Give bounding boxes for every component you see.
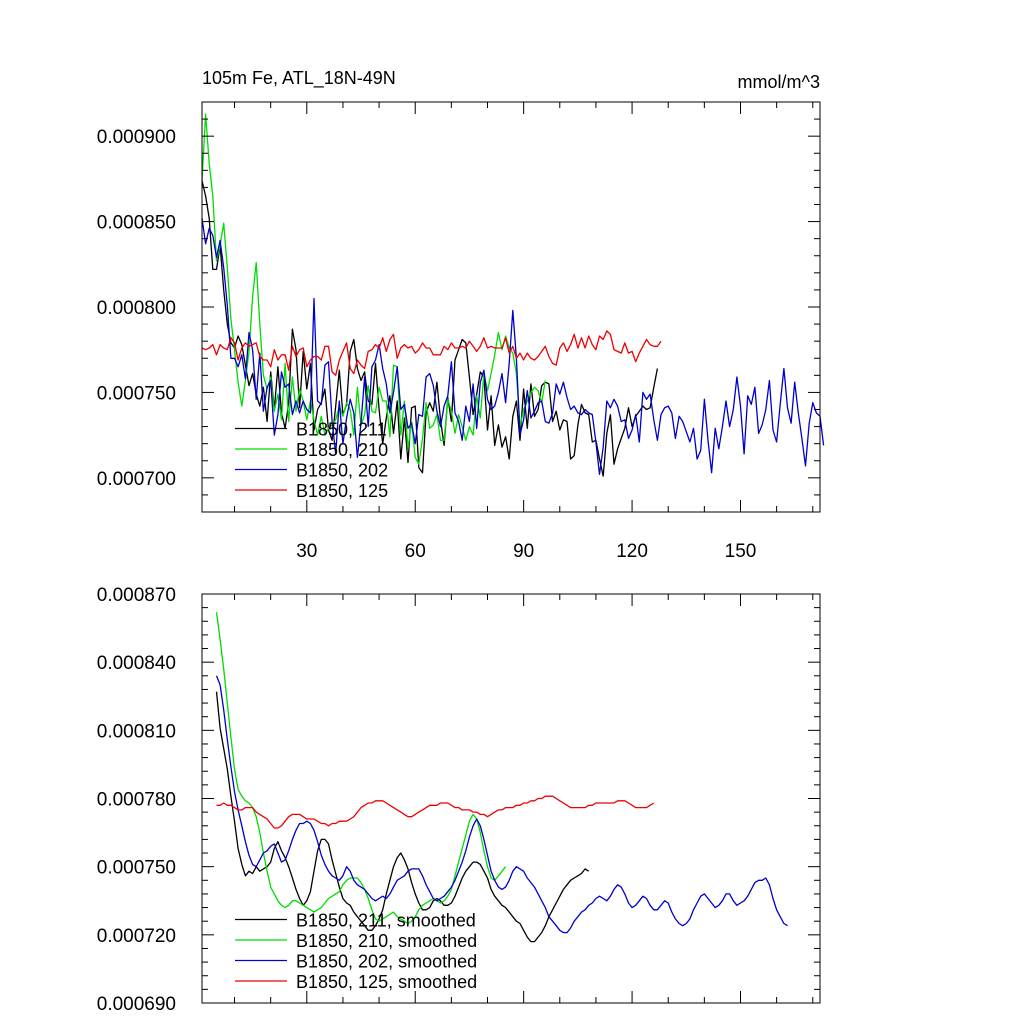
x-tick-label: 90 (513, 541, 534, 562)
y-tick-label: 0.000870 (97, 585, 176, 606)
y-tick-label: 0.000900 (97, 127, 176, 148)
series-line-4 (216, 795, 655, 829)
y-tick-label: 0.000690 (97, 994, 176, 1015)
legend-label: B1850, 202, smoothed (296, 952, 477, 972)
series-line-1 (215, 691, 590, 943)
y-tick-label: 0.000750 (97, 383, 176, 404)
series-line-1 (201, 180, 659, 477)
legend-label: B1850, 210, smoothed (296, 931, 477, 951)
series-line-2 (215, 612, 507, 925)
y-tick-label: 0.000780 (97, 790, 176, 811)
x-tick-label: 120 (616, 541, 648, 562)
y-tick-label: 0.000810 (97, 721, 176, 742)
series-line-2 (201, 113, 546, 465)
y-tick-label: 0.000800 (97, 298, 176, 319)
legend-label: B1850, 211, smoothed (296, 911, 476, 931)
panel-1: 0.000700 0.000750 0.000800 0.000850 0.000900… (97, 68, 825, 562)
plot-frame (201, 593, 821, 1004)
legend-label: B1850, 210 (296, 440, 388, 460)
series-line-3 (215, 675, 788, 934)
x-tick-label: 30 (296, 541, 317, 562)
series-line-3 (201, 218, 825, 476)
y-tick-label: 0.000700 (97, 469, 176, 490)
plot-frame (201, 101, 821, 513)
units-label: mmol/m^3 (738, 72, 820, 92)
x-tick-label: 60 (405, 541, 426, 562)
legend-label: B1850, 125, smoothed (296, 972, 477, 992)
legend-label: B1850, 202 (296, 461, 388, 481)
x-tick-label: 150 (725, 541, 757, 562)
y-tick-label: 0.000840 (97, 653, 176, 674)
y-tick-label: 0.000750 (97, 858, 176, 879)
y-tick-label: 0.000850 (97, 213, 176, 234)
legend-label: B1850, 211 (296, 420, 387, 440)
legend-label: B1850, 125 (296, 481, 388, 501)
y-tick-label: 0.000720 (97, 926, 176, 947)
panel-2: 0.000690 0.000720 0.000750 0.000780 0.000810… (97, 585, 821, 1015)
series-line-4 (201, 330, 662, 376)
chart-title: 105m Fe, ATL_18N-49N (202, 68, 396, 89)
